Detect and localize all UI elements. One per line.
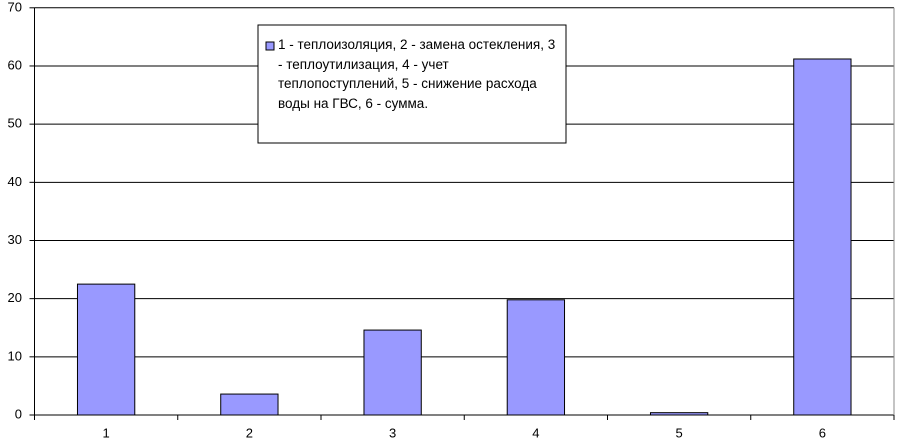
x-tick-label: 3 (389, 425, 396, 440)
y-tick-label: 40 (8, 174, 22, 189)
legend-swatch (265, 41, 275, 51)
y-tick-label: 30 (8, 232, 22, 247)
y-tick-label: 10 (8, 348, 22, 363)
y-tick-label: 0 (15, 406, 22, 421)
legend: 1 - теплоизоляция, 2 - замена остекления… (278, 37, 556, 111)
x-tick-label: 6 (819, 425, 826, 440)
x-tick-label: 5 (676, 425, 683, 440)
y-tick-label: 70 (8, 0, 22, 14)
bar (793, 58, 852, 416)
bar (506, 299, 566, 416)
bar (76, 283, 136, 416)
y-tick-label: 20 (8, 290, 22, 305)
legend-box (257, 24, 567, 144)
x-tick-label: 1 (103, 425, 110, 440)
y-tick-label: 60 (8, 57, 22, 72)
bar (363, 329, 422, 416)
bar (220, 393, 279, 416)
x-tick-label: 4 (532, 425, 539, 440)
x-tick-label: 2 (246, 425, 253, 440)
legend-label: 1 - теплоизоляция, 2 - замена остекления… (278, 37, 556, 111)
bar (649, 412, 709, 416)
y-tick-label: 50 (8, 116, 22, 131)
